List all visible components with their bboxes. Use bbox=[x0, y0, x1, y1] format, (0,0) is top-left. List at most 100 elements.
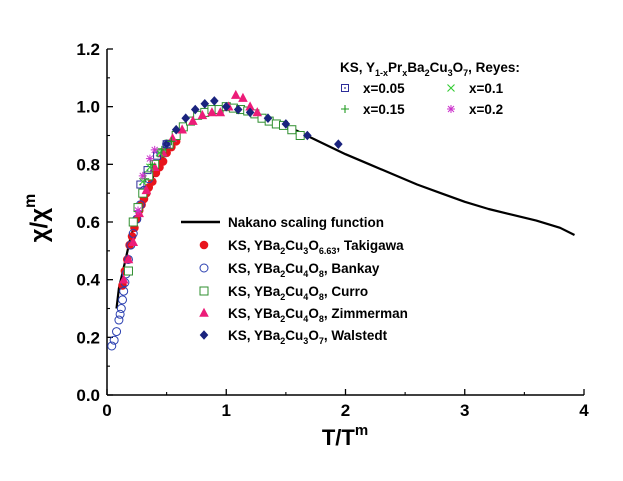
legend-takigawa-label-part: O bbox=[308, 238, 319, 253]
data-layer bbox=[107, 89, 575, 351]
point-takigawa bbox=[127, 232, 137, 241]
legend-curro-label-part: 8 bbox=[319, 292, 324, 302]
point-x-0-2 bbox=[138, 171, 147, 180]
point-curro bbox=[128, 217, 138, 227]
point-zimmerman bbox=[167, 133, 178, 143]
legend-zimmerman-label: KS, YBa2Cu4O8, Zimmerman bbox=[228, 306, 408, 324]
point-zimmerman bbox=[118, 274, 129, 284]
y-axis-title-main: χ/χ bbox=[26, 208, 53, 242]
series-x-0-15 bbox=[141, 137, 176, 183]
reyes-legend-marker-01 bbox=[447, 84, 455, 92]
point-bankay bbox=[115, 309, 125, 319]
point-bankay bbox=[116, 304, 126, 313]
point-zimmerman bbox=[123, 254, 134, 264]
x-axis-title: T/Tm bbox=[322, 422, 368, 450]
series-x-0-2 bbox=[134, 145, 159, 215]
point-x-0-2 bbox=[145, 154, 154, 163]
reyes-legend-label-02: x=0.2 bbox=[469, 102, 503, 117]
legend-takigawa-label: KS, YBa2Cu3O6.63, Takigawa bbox=[228, 238, 404, 256]
y-tick-label: 0.2 bbox=[76, 328, 100, 347]
reyes-legend-title-part: 1-x bbox=[375, 68, 388, 78]
legend-bankay-label: KS, YBa2Cu4O8, Bankay bbox=[228, 261, 380, 279]
point-walstedt bbox=[190, 104, 200, 115]
point-zimmerman bbox=[215, 107, 226, 117]
legend-curro-label-part: KS, YBa bbox=[228, 284, 281, 299]
reyes-legend-marker-015 bbox=[341, 105, 349, 113]
legend-bankay-label-part: 2 bbox=[280, 269, 285, 279]
legend-curro-label-part: 2 bbox=[280, 292, 285, 302]
point-bankay bbox=[109, 335, 119, 345]
legend-bankay-label-part: , Bankay bbox=[324, 261, 380, 276]
legend-walstedt-label: KS, YBa2Cu3O7, Walstedt bbox=[228, 328, 388, 346]
point-zimmerman bbox=[128, 236, 139, 246]
point-x-0-05-dot bbox=[165, 143, 168, 146]
point-zimmerman bbox=[230, 89, 241, 99]
point-walstedt bbox=[281, 119, 291, 129]
point-walstedt bbox=[221, 101, 231, 112]
x-tick-label: 2 bbox=[341, 401, 350, 420]
reyes-legend-title-part: 3 bbox=[448, 68, 453, 78]
y-tick-label: 0.4 bbox=[76, 271, 100, 290]
reyes-legend-title: KS, Y1-xPrxBa2Cu3O7, Reyes: bbox=[340, 60, 520, 78]
legend-takigawa-label-part: Cu bbox=[285, 238, 303, 253]
point-walstedt bbox=[171, 124, 181, 135]
legend-bankay-label-part: Cu bbox=[285, 261, 303, 276]
point-walstedt bbox=[233, 104, 243, 115]
reyes-legend-title-part: O bbox=[453, 60, 464, 75]
point-walstedt bbox=[245, 107, 255, 118]
point-zimmerman bbox=[149, 161, 160, 172]
point-walstedt bbox=[303, 130, 312, 141]
y-tick-label: 0.8 bbox=[76, 155, 100, 174]
legend-walstedt-label-part: 3 bbox=[303, 336, 308, 346]
reyes-legend-title-part: , Reyes: bbox=[468, 60, 520, 75]
legend-bankay-label-part: 8 bbox=[319, 269, 324, 279]
series-walstedt bbox=[162, 96, 343, 149]
legend-takigawa-label-part: 6.63 bbox=[319, 246, 337, 256]
y-axis-title-sup: m bbox=[22, 194, 39, 208]
y-tick-label: 0.0 bbox=[76, 386, 100, 405]
point-zimmerman bbox=[177, 124, 187, 134]
point-x-0-15 bbox=[167, 137, 176, 146]
y-tick-label: 1.2 bbox=[76, 40, 100, 59]
legend-curro-label-part: , Curro bbox=[324, 284, 368, 299]
x-tick-label: 1 bbox=[222, 401, 231, 420]
point-zimmerman bbox=[238, 92, 248, 102]
point-takigawa bbox=[158, 157, 168, 166]
y-axis-title: χ/χm bbox=[22, 194, 53, 243]
legend-walstedt-marker bbox=[199, 330, 209, 340]
point-bankay bbox=[114, 315, 124, 325]
reyes-legend-marker-005-box bbox=[341, 84, 349, 92]
legend-walstedt-label-part: Cu bbox=[285, 328, 303, 343]
reyes-legend-title-part: 7 bbox=[463, 68, 468, 78]
legend-zimmerman-label-part: Cu bbox=[285, 306, 303, 321]
reyes-legend-title-part: Cu bbox=[430, 60, 448, 75]
point-x-0-05 bbox=[162, 140, 171, 149]
point-walstedt bbox=[210, 96, 219, 106]
reyes-legend-title-part: Pr bbox=[388, 60, 403, 75]
reyes-legend-label-01: x=0.1 bbox=[469, 81, 504, 96]
legend-curro-label: KS, YBa2Cu4O8, Curro bbox=[228, 284, 368, 302]
y-tick-label: 1.0 bbox=[76, 98, 100, 117]
point-x-0-05-box bbox=[162, 140, 171, 149]
legend-bankay-label-part: KS, YBa bbox=[228, 261, 281, 276]
legend: KS, Y1-xPrxBa2Cu3O7, Reyes:x=0.05 x=0.1x=… bbox=[181, 60, 520, 346]
reyes-legend-label-015: x=0.15 bbox=[363, 102, 405, 117]
point-bankay bbox=[107, 341, 117, 351]
legend-curro-marker bbox=[199, 286, 209, 296]
point-x-0-2 bbox=[134, 206, 143, 215]
point-zimmerman bbox=[207, 107, 217, 117]
legend-bankay-label-part: O bbox=[308, 261, 319, 276]
point-curro bbox=[123, 266, 133, 276]
reyes-legend-title-part: x bbox=[402, 68, 407, 78]
reyes-legend-title-part: KS, Y bbox=[340, 60, 375, 75]
legend-zimmerman-label-part: KS, YBa bbox=[228, 306, 281, 321]
point-zimmerman bbox=[141, 184, 152, 195]
legend-zimmerman-label-part: 8 bbox=[319, 314, 324, 324]
legend-bankay-marker bbox=[199, 263, 209, 273]
legend-takigawa-label-part: , Takigawa bbox=[336, 238, 404, 253]
reyes-legend-marker-02 bbox=[447, 105, 455, 113]
x-tick-label: 4 bbox=[579, 401, 589, 420]
point-zimmerman bbox=[188, 115, 198, 125]
